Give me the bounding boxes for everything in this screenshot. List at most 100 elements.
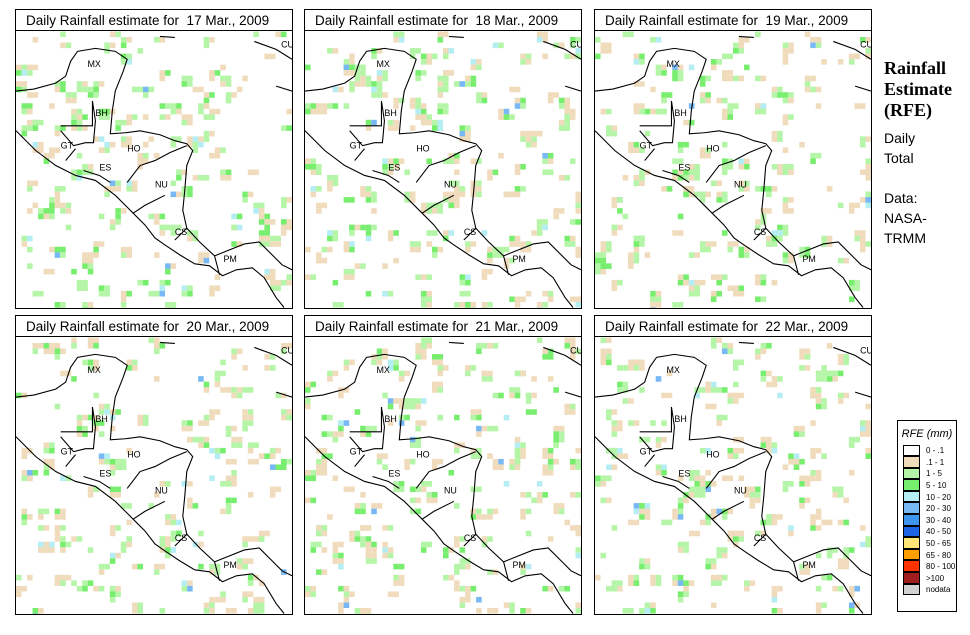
rain-cell: [54, 525, 61, 531]
rain-cell: [371, 53, 377, 60]
rain-cell: [109, 31, 116, 38]
rain-cell: [611, 580, 618, 586]
rain-cell: [280, 125, 287, 131]
rain-cell: [727, 285, 734, 291]
rain-cell: [310, 547, 317, 553]
rain-cell: [727, 114, 734, 120]
rain-cell: [755, 186, 761, 192]
rain-cell: [710, 290, 717, 297]
rain-cell: [738, 436, 745, 443]
rain-cell: [595, 268, 601, 275]
rain-cell: [137, 420, 143, 426]
rain-cell: [231, 425, 237, 432]
rain-cell: [705, 381, 711, 388]
rain-cell: [365, 558, 372, 564]
rain-cell: [465, 301, 471, 308]
rain-cell: [93, 81, 99, 87]
country-label: ES: [388, 468, 400, 478]
rain-cell: [192, 503, 199, 509]
rain-cell: [115, 125, 121, 131]
rain-cell: [269, 492, 276, 498]
legend-label: 65 - 80: [926, 550, 951, 560]
rain-cell: [76, 536, 83, 542]
rain-cell: [376, 86, 383, 93]
rain-cell: [804, 86, 811, 93]
rain-cell: [848, 442, 855, 448]
rain-cell: [694, 279, 700, 286]
rain-cell: [209, 92, 215, 98]
rain-cell: [744, 163, 750, 170]
country-label: PM: [802, 560, 815, 570]
rain-cell: [755, 354, 761, 360]
rain-cell: [788, 458, 794, 465]
rain-cell: [755, 108, 761, 115]
rain-cell: [393, 591, 399, 597]
rain-cell: [269, 354, 276, 360]
rain-cell: [514, 241, 521, 247]
rain-cell: [766, 514, 772, 520]
rain-cell: [815, 508, 822, 515]
rain-cell: [525, 290, 532, 297]
country-label: NU: [734, 179, 747, 189]
rain-cell: [415, 508, 421, 515]
rain-cell: [349, 230, 355, 236]
country-label: ES: [99, 162, 111, 172]
rain-cell: [476, 92, 482, 98]
rain-cell: [672, 70, 678, 76]
rain-cell: [470, 585, 477, 592]
rain-cell: [854, 602, 860, 609]
rain-cell: [564, 403, 570, 410]
rain-cell: [54, 343, 61, 349]
rain-cell: [170, 103, 177, 109]
rain-cell: [371, 208, 377, 214]
rain-cell: [683, 497, 689, 504]
rain-cell: [865, 191, 871, 198]
rain-cell: [865, 420, 871, 426]
rain-cell: [253, 613, 259, 614]
rain-cell: [209, 409, 215, 415]
rain-cell: [749, 580, 756, 586]
rain-cell: [481, 425, 488, 432]
rain-cell: [639, 235, 645, 242]
rain-cell: [509, 602, 515, 609]
rain-cell: [387, 403, 394, 410]
rain-cell: [170, 141, 177, 148]
rain-cell: [459, 536, 466, 542]
rain-cell: [443, 191, 449, 198]
rain-cell: [60, 370, 66, 377]
rain-cell: [617, 425, 623, 432]
rain-cell: [655, 37, 662, 43]
rain-cell: [470, 307, 477, 308]
rain-cell: [622, 387, 629, 393]
rain-cell: [126, 536, 132, 542]
rain-cell: [454, 186, 460, 192]
rain-cell: [360, 508, 366, 515]
rain-cell: [327, 431, 333, 437]
rain-cell: [60, 541, 66, 548]
rain-cell: [628, 257, 634, 264]
rain-cell: [203, 37, 210, 43]
rain-cell: [633, 503, 640, 509]
rain-cell: [71, 92, 77, 98]
rain-cell: [644, 607, 651, 614]
rain-cell: [148, 503, 155, 509]
rain-cell: [514, 191, 521, 198]
rain-cell: [87, 343, 94, 349]
rain-cell: [536, 301, 543, 308]
rain-cell: [821, 574, 827, 581]
rain-cell: [409, 191, 416, 198]
rain-cell: [520, 103, 526, 109]
rain-cell: [253, 596, 259, 603]
rain-cell: [338, 425, 344, 432]
rain-cell: [606, 246, 612, 253]
rain-cell: [443, 70, 449, 76]
rain-cell: [109, 186, 116, 192]
rain-cell: [98, 403, 105, 410]
rain-cell: [611, 431, 618, 437]
rain-cell: [865, 453, 871, 459]
rain-cell: [744, 252, 750, 258]
rain-cell: [98, 285, 105, 291]
rain-cell: [38, 119, 44, 126]
rain-cell: [677, 580, 684, 586]
